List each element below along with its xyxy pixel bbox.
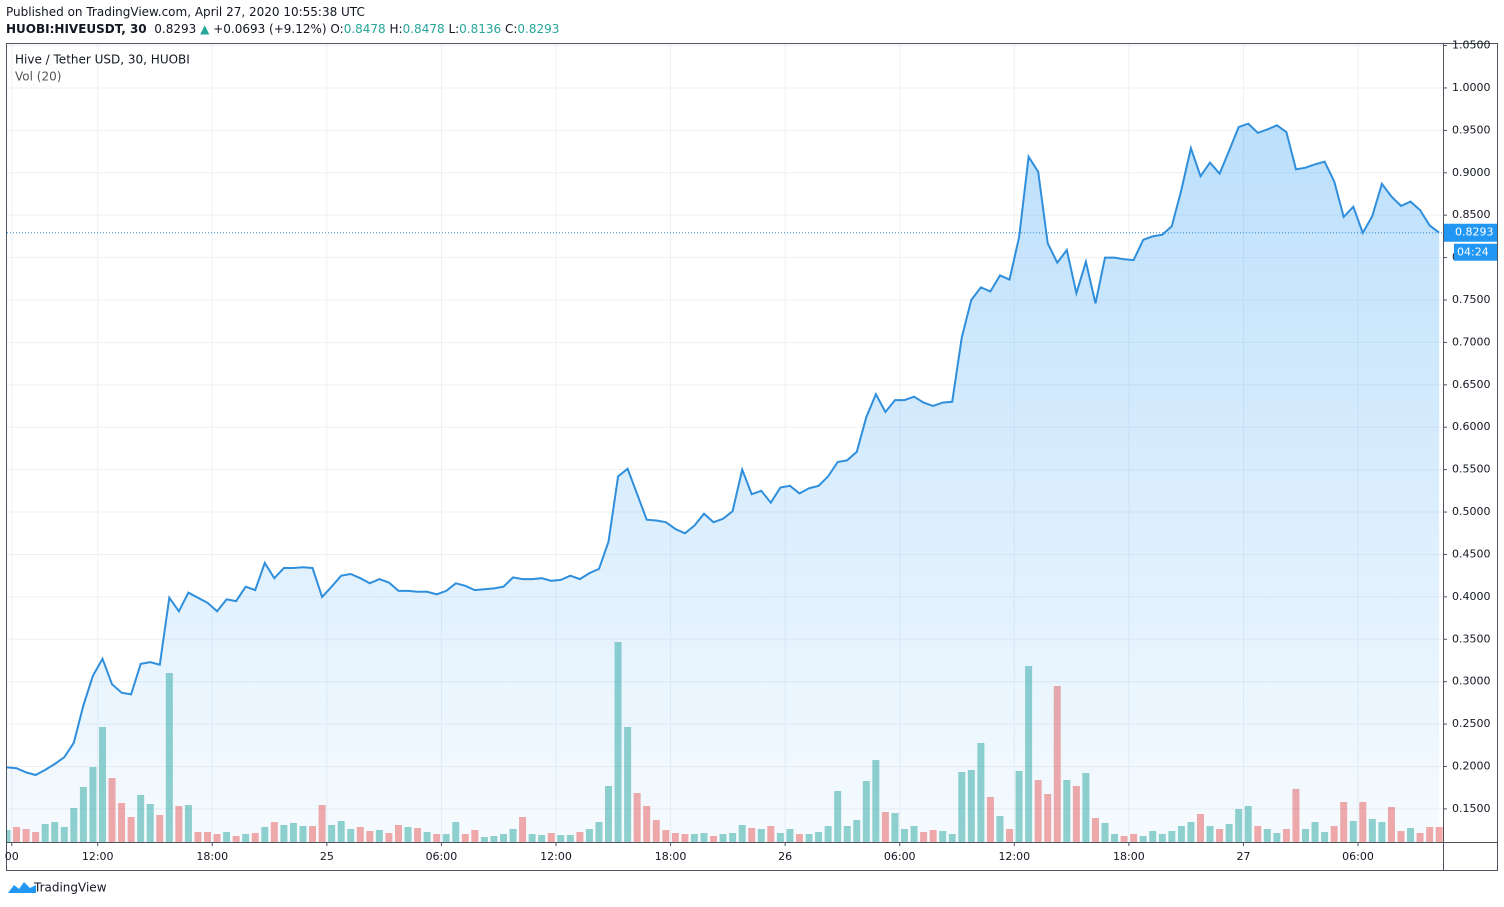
last-price-box [1444,223,1497,242]
x-tick-label: 00 [5,850,19,863]
x-tick-label: 06:00 [426,850,458,863]
x-tick-label: 27 [1236,850,1250,863]
symbol: HUOBI:HIVEUSDT, 30 [6,22,147,36]
y-tick-label: 0.6000 [1452,420,1491,433]
x-tick-label: 06:00 [884,850,916,863]
frame [6,43,1498,871]
y-tick-label: 1.0000 [1452,81,1491,94]
y-tick-label: 0.5500 [1452,463,1491,476]
last-price-label: 0.8293 [1455,226,1494,239]
y-tick-label: 0.7500 [1452,293,1491,306]
legend-title: Hive / Tether USD, 30, HUOBI [15,53,190,67]
y-tick-label: 0.4500 [1452,547,1491,560]
y-tick-label: 0.7000 [1452,335,1491,348]
published-line: Published on TradingView.com, April 27, … [6,5,365,19]
countdown-box [1454,243,1497,261]
x-tick-label: 18:00 [196,850,228,863]
x-tick-label: 06:00 [1342,850,1374,863]
y-tick-label: 1.0500 [1452,39,1491,52]
countdown: 04:24 [1457,246,1489,259]
h-value: 0.8478 [402,22,445,36]
x-tick-label: 25 [320,850,334,863]
y-tick-label: 0.2000 [1452,760,1491,773]
y-tick-label: 0.6500 [1452,378,1491,391]
y-tick-label: 0.9000 [1452,166,1491,179]
last: 0.8293 [154,22,197,36]
x-tick-label: 12:00 [82,850,114,863]
y-tick-label: 0.4000 [1452,590,1491,603]
c-label: C: [505,22,518,36]
l-value: 0.8136 [459,22,502,36]
x-tick-label: 18:00 [1113,850,1145,863]
arrow: ▲ [200,22,210,36]
y-tick-label: 0.9500 [1452,123,1491,136]
x-tick-label: 26 [778,850,792,863]
x-tick-label: 18:00 [655,850,687,863]
o-label: O: [330,22,344,36]
footer-brand[interactable]: TradingView [33,881,107,895]
h-label: H: [389,22,403,36]
ohlc-line: HUOBI:HIVEUSDT, 30 0.8293 ▲ +0.0693 (+9.… [6,22,559,36]
price-line [7,122,1440,777]
x-tick-label: 12:00 [540,850,572,863]
y-tick-label: 0.2500 [1452,717,1491,730]
logo [8,882,36,893]
y-tick-label: 0.1500 [1452,802,1491,815]
y-tick-label: 0.3000 [1452,675,1491,688]
y-tick-label: 0.3500 [1452,632,1491,645]
l-label: L: [448,22,460,36]
o-value: 0.8478 [343,22,386,36]
change: +0.0693 (+9.12%) [213,22,327,36]
x-tick-label: 12:00 [998,850,1030,863]
y-tick-label: 0.8500 [1452,208,1491,221]
price-area [7,123,1440,842]
y-tick-label: 0.5000 [1452,505,1491,518]
c-value: 0.8293 [517,22,560,36]
volume-title: Vol (20) [15,70,61,84]
